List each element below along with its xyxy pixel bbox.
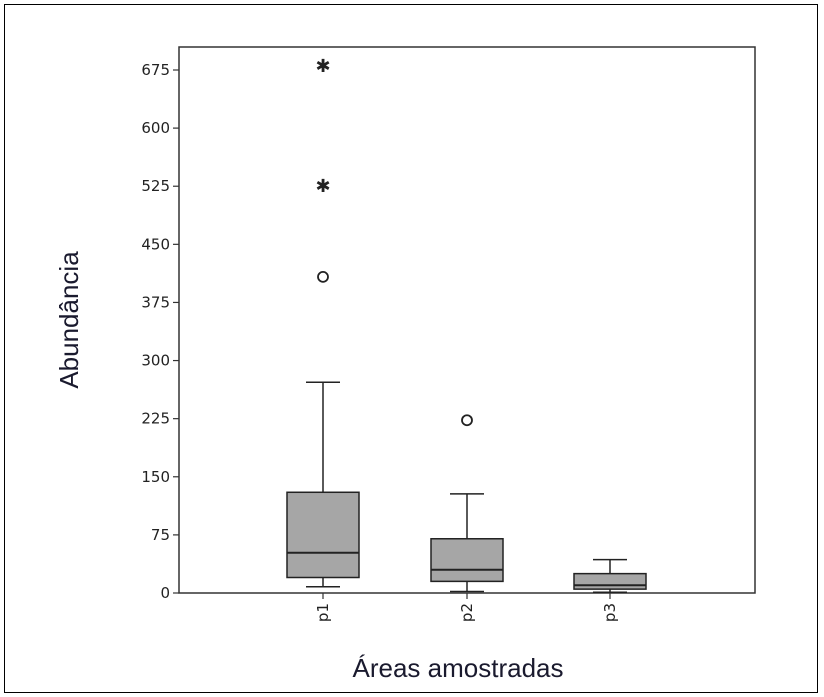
box-p3 xyxy=(573,558,647,593)
outlier-circle xyxy=(461,414,473,427)
y-tick-label: 675 xyxy=(141,61,170,79)
y-tick-label: 150 xyxy=(141,468,170,486)
y-tick-label: 375 xyxy=(141,293,170,311)
y-tick-label: 225 xyxy=(141,410,170,428)
outlier-circle xyxy=(317,270,329,283)
x-tick-label: p1 xyxy=(314,603,332,622)
x-axis-title: Áreas amostradas xyxy=(353,653,564,683)
extreme-star: ✱ xyxy=(315,56,330,77)
x-tick-label: p3 xyxy=(601,603,619,622)
boxes-layer: ✱✱ xyxy=(286,56,647,593)
box-rect xyxy=(573,572,647,590)
extreme-star: ✱ xyxy=(315,176,330,197)
y-tick-label: 600 xyxy=(141,119,170,137)
box-p2 xyxy=(430,414,504,593)
y-tick-label: 0 xyxy=(160,584,170,602)
y-axis: 0 75 150 225 300 375 450 525 600 675 xyxy=(141,61,179,602)
box-p1: ✱✱ xyxy=(286,56,360,588)
y-tick-label: 75 xyxy=(151,526,170,544)
x-tick-label: p2 xyxy=(458,603,476,622)
y-axis-title: Abundância xyxy=(54,251,84,389)
box-rect xyxy=(286,491,360,579)
y-tick-label: 450 xyxy=(141,235,170,253)
x-axis: p1 p2 p3 xyxy=(314,593,619,622)
box-rect xyxy=(430,538,504,583)
y-tick-label: 300 xyxy=(141,352,170,370)
y-tick-label: 525 xyxy=(141,177,170,195)
